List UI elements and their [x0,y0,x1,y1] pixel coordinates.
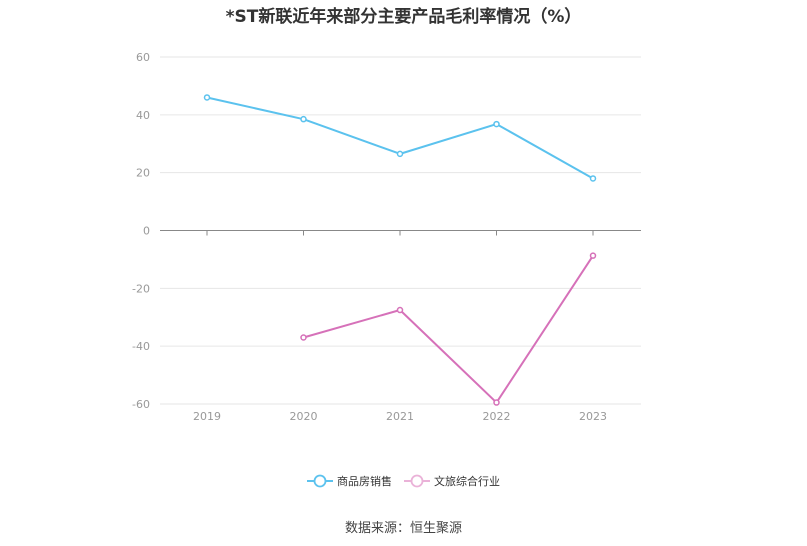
data-point [300,334,307,341]
x-tick-label: 2023 [579,410,607,423]
y-tick-label: 60 [136,51,150,64]
legend-swatch-marker [410,474,424,488]
series-line-1 [303,255,594,404]
data-point [589,175,597,182]
y-tick-label: 20 [136,167,150,180]
data-point [493,120,500,128]
data-point [203,94,211,101]
legend-swatch-marker [313,474,327,488]
data-point [300,115,307,123]
grid-lines [160,56,641,405]
y-tick-label: 0 [143,225,150,238]
source-note: 数据来源：恒生聚源 [344,521,462,536]
data-point [589,252,597,259]
chart-title: *ST新联近年来部分主要产品毛利率情况（%） [225,7,582,27]
y-tick-label: -60 [132,398,150,411]
series-lines [203,94,597,406]
y-tick-label: -20 [132,282,150,295]
data-point [493,399,500,406]
x-tick-label: 2020 [290,410,318,423]
x-tick-label: 2021 [386,410,414,423]
data-point [396,150,404,158]
legend: 商品房销售 文旅综合行业 [307,474,500,488]
legend-label: 商品房销售 [337,474,392,488]
axes: 60 40 20 0 -20 -40 -60 2019 2020 2021 2022 2023 [132,51,641,423]
y-tick-label: -40 [132,340,150,353]
x-tick-label: 2019 [193,410,221,423]
x-tick-label: 2022 [483,410,511,423]
y-tick-label: 40 [136,109,150,122]
series-line-0 [206,96,594,180]
legend-label: 文旅综合行业 [434,474,500,488]
data-point [396,306,404,314]
